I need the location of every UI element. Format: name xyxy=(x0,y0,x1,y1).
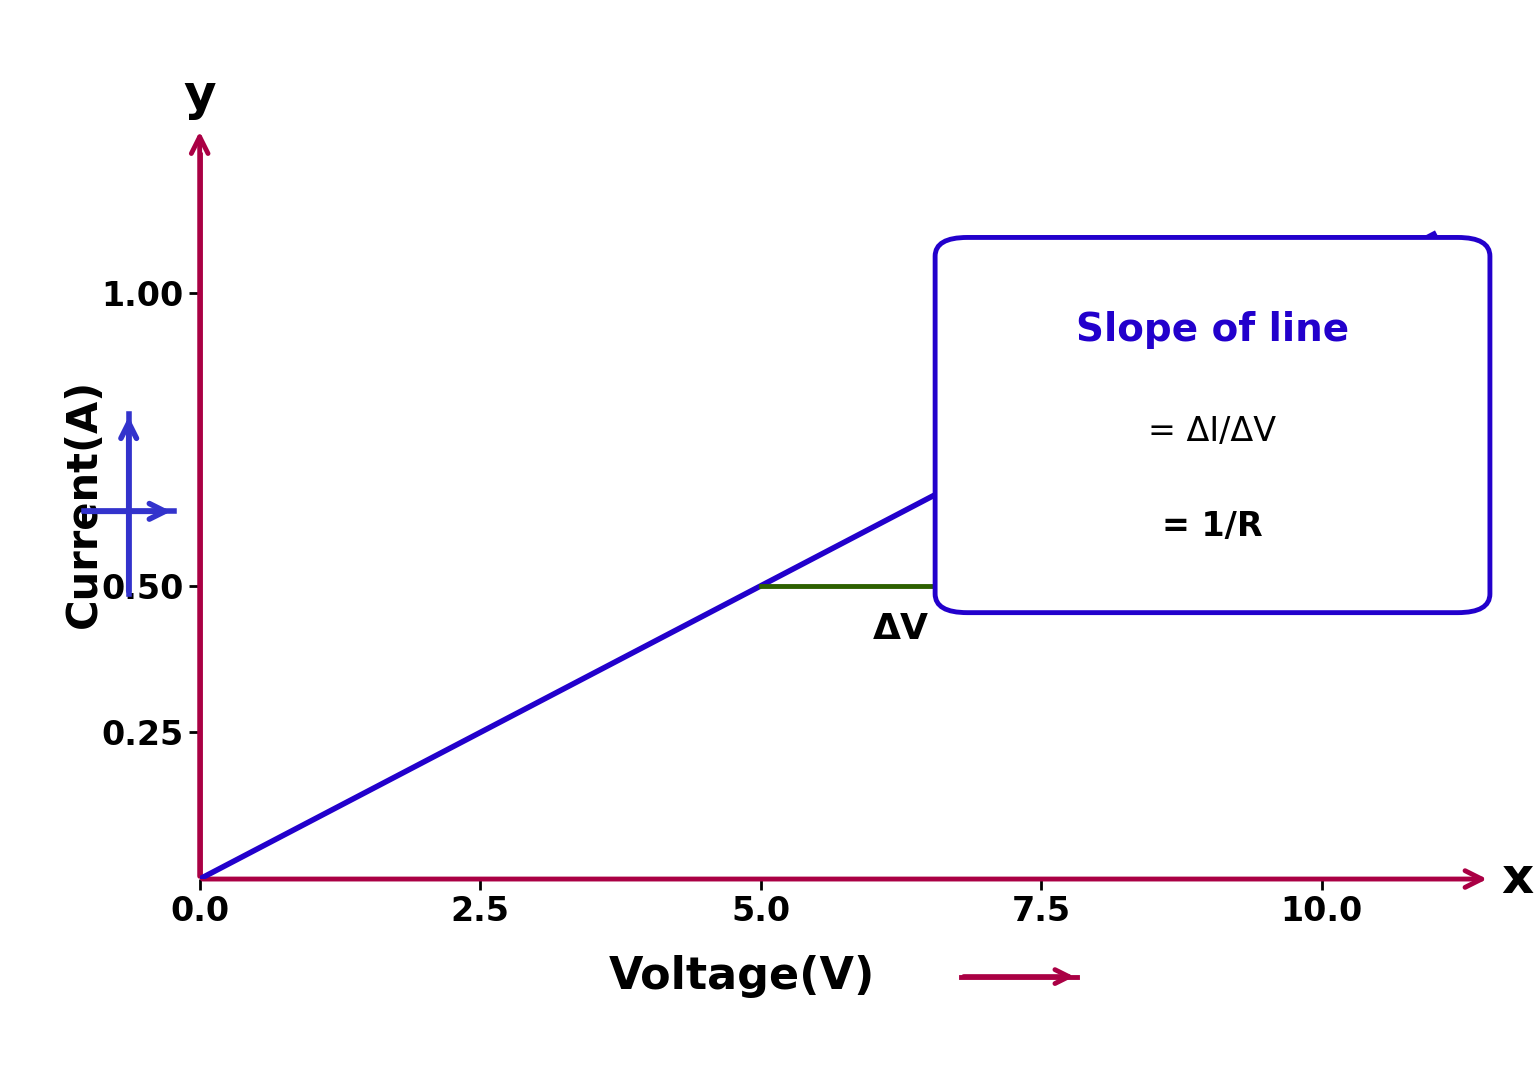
Text: Slope of line: Slope of line xyxy=(1075,312,1349,349)
Text: Voltage(V): Voltage(V) xyxy=(608,955,876,998)
Text: y: y xyxy=(183,72,217,120)
Text: x: x xyxy=(1501,855,1533,903)
Text: ΔI: ΔI xyxy=(1063,422,1104,457)
Text: = ΔI/ΔV: = ΔI/ΔV xyxy=(1149,415,1276,448)
Text: ΔV: ΔV xyxy=(872,612,929,646)
Text: = 1/R: = 1/R xyxy=(1163,510,1263,542)
FancyBboxPatch shape xyxy=(935,238,1490,612)
Text: Current(A): Current(A) xyxy=(63,379,104,628)
